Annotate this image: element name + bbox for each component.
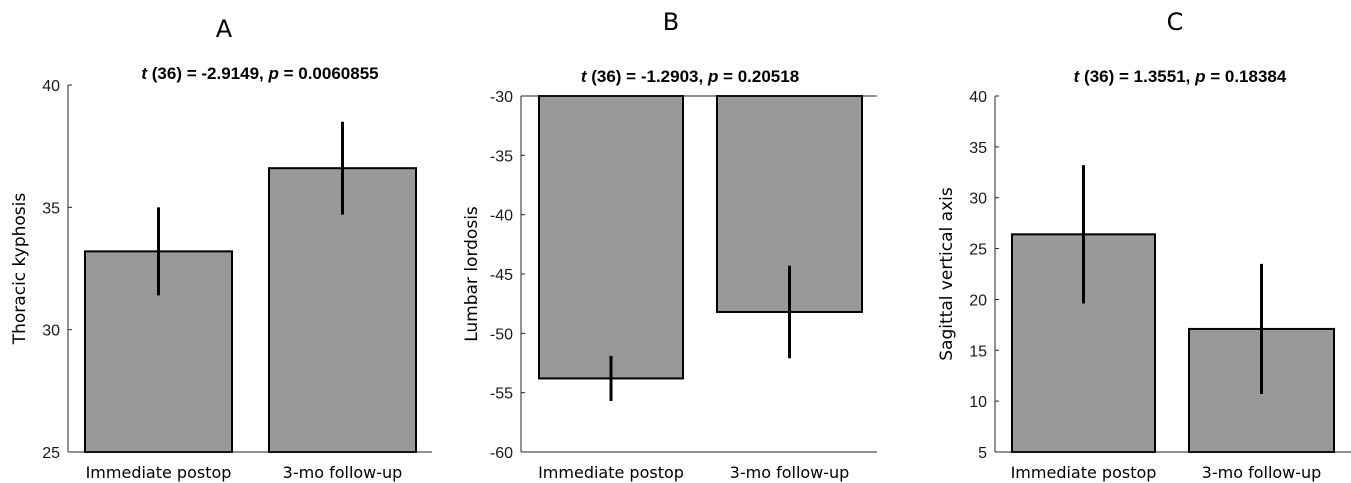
y-tick-label: -40 <box>490 208 513 225</box>
panel-b: Bt (36) = -1.2903, p = 0.20518 -60 -55 -50 -… <box>462 8 877 482</box>
y-tick-label: -30 <box>490 89 513 106</box>
panel-letter: A <box>216 15 233 43</box>
title-df: (36) = 1.3551, <box>1079 67 1195 86</box>
panel-a: At (36) = -2.9149, p = 0.0060855 25 30 35 40… <box>10 15 432 482</box>
title-t: t <box>141 64 148 83</box>
y-tick-label: 10 <box>969 394 987 411</box>
title-pval: = 0.0060855 <box>279 64 379 83</box>
x-category-label: Immediate postop <box>538 463 684 482</box>
y-tick-label: 35 <box>969 140 987 157</box>
title-t: t <box>1074 67 1081 86</box>
panel-title: t (36) = 1.3551, p = 0.18384 <box>1074 67 1287 86</box>
y-axis-label: Sagittal vertical axis <box>937 187 957 361</box>
y-tick-label: 5 <box>978 445 987 462</box>
y-tick-label: 40 <box>969 89 987 106</box>
title-p: p <box>267 64 278 83</box>
title-df: (36) = -2.9149, <box>147 64 268 83</box>
y-tick-label: -55 <box>490 386 513 403</box>
x-category-label: Immediate postop <box>86 463 232 482</box>
y-axis-label: Thoracic kyphosis <box>10 193 30 346</box>
y-tick-label: 25 <box>42 445 60 462</box>
x-category-label: 3-mo follow-up <box>283 463 403 482</box>
x-category-label: 3-mo follow-up <box>730 463 850 482</box>
y-axis-label: Lumbar lordosis <box>462 206 482 342</box>
y-tick-label: 35 <box>42 200 60 217</box>
title-t: t <box>581 67 588 86</box>
panel-title: t (36) = -2.9149, p = 0.0060855 <box>141 64 378 83</box>
panel-c: Ct (36) = 1.3551, p = 0.18384 5 10 15 20 25 30… <box>937 8 1351 482</box>
panel-title: t (36) = -1.2903, p = 0.20518 <box>581 67 799 86</box>
panel-letter: B <box>663 8 679 36</box>
y-tick-label: 15 <box>969 343 987 360</box>
title-pval: = 0.20518 <box>718 67 799 86</box>
title-pval: = 0.18384 <box>1206 67 1287 86</box>
y-tick-label: 30 <box>969 191 987 208</box>
y-tick-label: -50 <box>490 326 513 343</box>
y-tick-label: 40 <box>42 78 60 95</box>
bar-1 <box>538 95 684 380</box>
x-category-label: Immediate postop <box>1011 463 1157 482</box>
title-df: (36) = -1.2903, <box>587 67 708 86</box>
y-tick-label: 30 <box>42 323 60 340</box>
title-p: p <box>1194 67 1205 86</box>
bar-2 <box>268 167 417 453</box>
title-p: p <box>707 67 718 86</box>
x-category-label: 3-mo follow-up <box>1202 463 1322 482</box>
y-tick-label: -45 <box>490 267 513 284</box>
y-tick-label: 20 <box>969 292 987 309</box>
y-tick-label: 25 <box>969 242 987 259</box>
y-tick-label: -60 <box>490 445 513 462</box>
y-tick-label: -35 <box>490 148 513 165</box>
panel-letter: C <box>1167 8 1184 36</box>
